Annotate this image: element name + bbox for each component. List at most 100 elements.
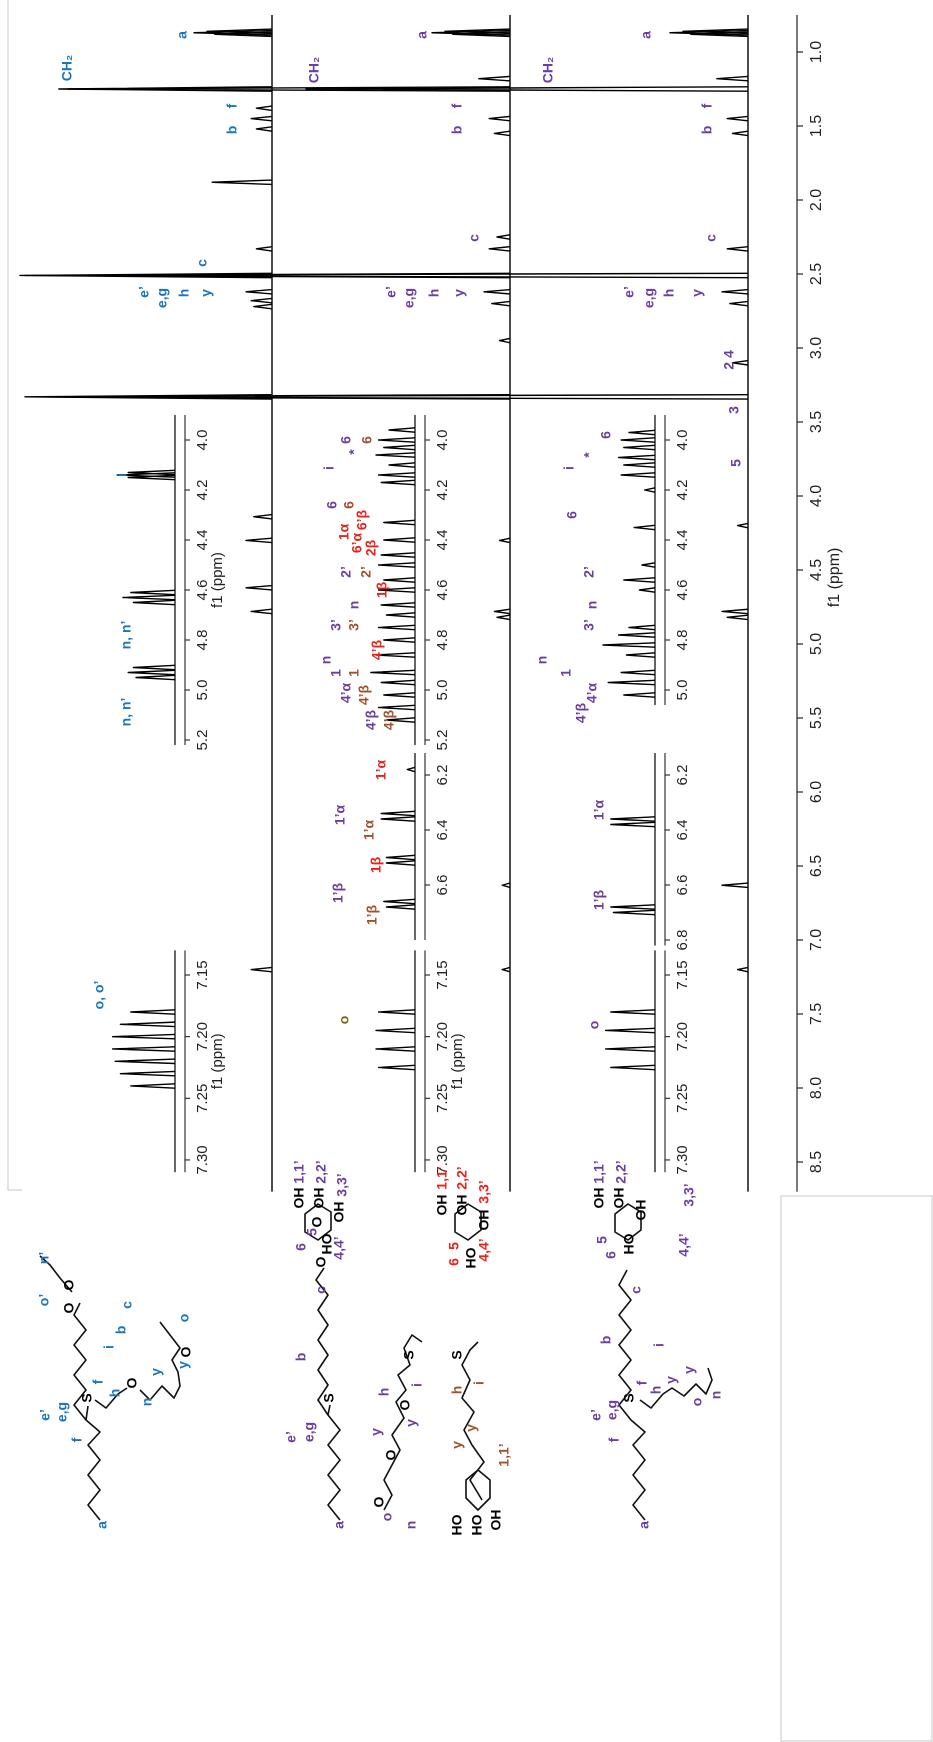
peak: [431, 29, 511, 36]
peak-label: 1’β: [330, 882, 346, 903]
structure-label: 5: [594, 1236, 610, 1244]
inset-tick-label: 4.4: [434, 530, 451, 551]
structure-label: o’: [36, 1294, 52, 1306]
peak: [383, 637, 416, 643]
peak-label: 6: [338, 436, 354, 444]
structure-label: h: [648, 1386, 664, 1395]
peak: [132, 664, 176, 671]
peak: [729, 300, 749, 307]
inset: 7.15 7.20 7.25 7.30 f1 (ppm): [375, 950, 466, 1175]
peak: [633, 524, 656, 531]
peak: [493, 130, 511, 137]
peak: [250, 297, 273, 304]
inset-tick-label: 4.0: [434, 430, 451, 451]
x-tick-label: 5.0: [808, 633, 825, 655]
structure-label: O: [383, 1449, 399, 1460]
inset: 7.15 7.20 7.25 7.30: [604, 950, 691, 1175]
structure-label: 6: [293, 1243, 309, 1251]
peak-label: n: [318, 656, 334, 665]
peak: [211, 179, 273, 186]
peak-label: 6’β: [354, 509, 370, 530]
peak-label: h: [661, 289, 677, 298]
inset: 7.15 7.20 7.25 7.30 f1 (ppm): [111, 950, 226, 1175]
peak: [377, 437, 416, 443]
peak: [617, 632, 656, 638]
peak: [255, 105, 273, 112]
structure-label: 2,2’: [313, 1160, 329, 1183]
peak: [127, 474, 176, 481]
structure-label: 4,4’: [476, 1238, 492, 1261]
peak: [377, 587, 416, 593]
peak: [130, 589, 176, 596]
peak: [620, 472, 656, 478]
peak: [604, 1046, 656, 1052]
x-tick-label: 7.0: [808, 929, 825, 951]
peak-label: o, o’: [91, 981, 107, 1010]
structure-label: 6: [446, 1258, 462, 1266]
inset-tick-label: 4.0: [674, 430, 691, 451]
inset-tick-label: 4.2: [434, 480, 451, 501]
peak: [383, 898, 416, 905]
peak: [643, 487, 656, 493]
peak: [385, 612, 416, 618]
inset-tick-label: 4.2: [194, 480, 211, 501]
peak-label: 3’: [581, 619, 597, 631]
peak: [377, 472, 416, 478]
peak: [111, 1046, 176, 1052]
peak: [604, 1027, 656, 1034]
inset: 6.2 6.4 6.6 6.8: [610, 753, 691, 950]
structure-label: O: [313, 1256, 329, 1267]
peak-label: 5: [728, 459, 744, 467]
structure-label: y: [368, 1428, 384, 1436]
peak: [638, 587, 656, 593]
peak-label: i: [114, 473, 130, 477]
frame-box: [780, 1195, 933, 1742]
peak: [377, 624, 416, 631]
peak: [380, 810, 416, 817]
x-tick-label: 8.0: [808, 1077, 825, 1099]
peak: [245, 584, 273, 591]
bond: [85, 1405, 89, 1421]
peak: [385, 860, 416, 866]
peak-label: 4’β: [381, 709, 397, 730]
peak: [375, 652, 416, 658]
structure-label: i: [651, 1343, 667, 1347]
peak: [625, 652, 656, 658]
peak-label: 1α: [336, 523, 352, 540]
x-tick-label: 1.5: [808, 115, 825, 137]
peak-label: e,g: [401, 288, 417, 308]
bond: [618, 1269, 646, 1521]
structure-label: y: [463, 1424, 479, 1432]
peak-label: 1’α: [373, 759, 389, 780]
inset-tick-label: 4.6: [434, 580, 451, 601]
peak: [253, 513, 273, 520]
peak-label: 1: [558, 669, 574, 677]
peak-label: 1: [346, 669, 362, 677]
structure-label: OH: [633, 1200, 649, 1221]
peak: [623, 577, 656, 583]
peak-label: i: [561, 466, 577, 470]
x-tick-label: 3.5: [808, 411, 825, 433]
peak: [132, 599, 176, 606]
structure-label: n: [708, 1391, 724, 1400]
structures: [39, 1203, 713, 1521]
frame: [7, 0, 22, 1191]
peak-label: *: [581, 452, 597, 458]
peak: [255, 126, 273, 132]
peak: [602, 642, 656, 648]
x-tick-label: 2.5: [808, 263, 825, 285]
structure-label: 1,1’: [434, 1166, 450, 1189]
structure-label: HO: [449, 1514, 465, 1535]
inset-tick-label: 4.4: [194, 530, 211, 551]
peak-label: e,g: [641, 288, 657, 308]
peak: [255, 245, 273, 252]
peak-label: 3’: [346, 619, 362, 631]
structure-label: c: [313, 1286, 329, 1294]
peak: [245, 288, 273, 295]
inset-tick-label: 7.25: [674, 1084, 691, 1113]
structure-label: OH: [434, 1195, 450, 1216]
inset-tick-label: 4.8: [434, 630, 451, 651]
x-tick-label: 3.0: [808, 337, 825, 359]
peak: [58, 86, 273, 92]
structure-label: b: [113, 1326, 129, 1335]
